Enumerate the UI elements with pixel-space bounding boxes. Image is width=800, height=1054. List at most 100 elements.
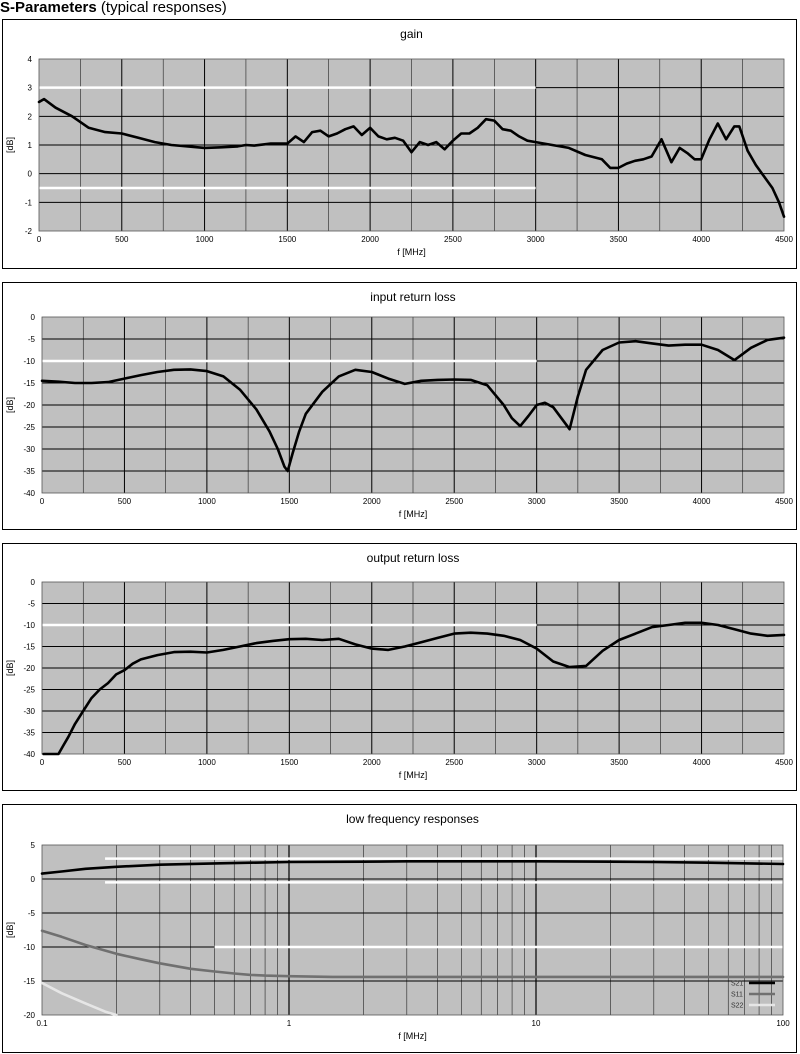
input-return-loss-x-axis-label: f [MHz]	[399, 509, 428, 519]
output-return-loss-x-tick-label: 1500	[280, 758, 298, 767]
gain-x-tick-label: 0	[37, 235, 42, 244]
input-return-loss-x-tick-label: 4500	[775, 497, 793, 506]
low-frequency-responses-x-tick-label: 10	[532, 1019, 541, 1028]
gain-y-axis-label: [dB]	[5, 137, 15, 153]
low-frequency-responses-legend-label-s11: S11	[731, 992, 743, 999]
low-frequency-responses-y-tick-label: 5	[31, 841, 36, 850]
output-return-loss-x-tick-label: 500	[118, 758, 132, 767]
output-return-loss-y-tick-label: -5	[28, 600, 36, 609]
gain-y-tick-label: 1	[28, 141, 33, 150]
output-return-loss-y-tick-label: -15	[23, 643, 35, 652]
low-frequency-responses-series-s22	[40, 981, 118, 1017]
input-return-loss-y-tick-label: -5	[28, 335, 36, 344]
low-frequency-responses-plot-area	[42, 845, 783, 1015]
low-frequency-responses-series-s11	[40, 929, 785, 979]
input-return-loss-x-tick-label: 500	[118, 497, 132, 506]
input-return-loss-y-tick-label: -20	[23, 401, 35, 410]
gain-plot-frame	[38, 58, 785, 232]
output-return-loss-y-tick-label: -35	[23, 729, 35, 738]
gain-y-tick-label: -2	[25, 227, 33, 236]
output-return-loss-y-tick-label: 0	[31, 578, 36, 587]
output-return-loss-x-tick-label: 2000	[363, 758, 381, 767]
gain-y-tick-label: 3	[28, 84, 33, 93]
low-frequency-responses-y-tick-label: -15	[23, 977, 35, 986]
page-heading-bold: S-Parameters	[0, 0, 97, 16]
input-return-loss-x-tick-label: 3500	[610, 497, 628, 506]
gain-title: gain	[400, 27, 423, 41]
low-frequency-responses-chart-panel: low frequency responses -20 -15 -10 -5 0 5 0.1 1…	[2, 804, 797, 1053]
gain-x-tick-label: 4000	[692, 235, 710, 244]
output-return-loss-x-tick-label: 4000	[693, 758, 711, 767]
output-return-loss-x-tick-label: 3500	[610, 758, 628, 767]
low-frequency-responses-legend-label-s22: S22	[731, 1003, 744, 1010]
input-return-loss-y-tick-label: -40	[23, 489, 35, 498]
gain-y-tick-label: 2	[28, 112, 33, 121]
gain-y-tick-label: -1	[25, 198, 33, 207]
output-return-loss-y-tick-label: -20	[23, 664, 35, 673]
output-return-loss-x-axis-label: f [MHz]	[399, 770, 428, 780]
input-return-loss-y-tick-label: -10	[23, 357, 35, 366]
output-return-loss-x-tick-label: 3000	[528, 758, 546, 767]
input-return-loss-x-tick-label: 0	[40, 497, 45, 506]
output-return-loss-y-tick-label: -10	[23, 621, 35, 630]
output-return-loss-x-tick-label: 1000	[198, 758, 216, 767]
input-return-loss-title: input return loss	[370, 290, 455, 304]
output-return-loss-y-axis-label: [dB]	[5, 660, 15, 676]
gain-x-tick-label: 2000	[361, 235, 379, 244]
output-return-loss-x-tick-label: 4500	[775, 758, 793, 767]
input-return-loss-y-tick-label: 0	[31, 313, 36, 322]
input-return-loss-y-tick-label: -30	[23, 445, 35, 454]
gain-x-tick-label: 500	[115, 235, 129, 244]
output-return-loss-plot-frame	[41, 581, 785, 755]
low-frequency-responses-x-tick-label: 100	[776, 1019, 790, 1028]
input-return-loss-y-tick-label: -25	[23, 423, 35, 432]
input-return-loss-y-tick-label: -15	[23, 379, 35, 388]
gain-chart: gain -2 -1 0 1 2 3 4 0 500 1000 1500 2000 2500 3000 350…	[5, 27, 793, 257]
gain-chart-panel: gain -2 -1 0 1 2 3 4 0 500 1000 1500 2000 2500 3000 350…	[2, 19, 797, 269]
page-heading-rest: (typical responses)	[100, 0, 227, 16]
gain-x-tick-label: 4500	[775, 235, 793, 244]
gain-y-tick-label: 0	[28, 170, 33, 179]
input-return-loss-y-axis-label: [dB]	[5, 397, 15, 413]
output-return-loss-series-line	[42, 621, 786, 756]
input-return-loss-x-tick-label: 1500	[280, 497, 298, 506]
output-return-loss-y-tick-label: -25	[23, 686, 35, 695]
output-return-loss-chart: output return loss -40 -35 -30 -25 -20 -15 -10 -…	[5, 551, 793, 780]
output-return-loss-x-tick-label: 0	[40, 758, 45, 767]
gain-x-tick-label: 1500	[278, 235, 296, 244]
page-heading: S-Parameters (typical responses)	[0, 0, 227, 16]
gain-x-tick-label: 1000	[196, 235, 214, 244]
low-frequency-responses-series-s21	[40, 859, 785, 875]
input-return-loss-x-tick-label: 3000	[528, 497, 546, 506]
gain-x-tick-label: 3000	[527, 235, 545, 244]
gain-series-line	[37, 97, 786, 218]
low-frequency-responses-y-axis-label: [dB]	[5, 922, 15, 938]
low-frequency-responses-chart: low frequency responses -20 -15 -10 -5 0 5 0.1 1…	[5, 812, 790, 1041]
output-return-loss-x-tick-label: 2500	[445, 758, 463, 767]
input-return-loss-x-tick-label: 4000	[693, 497, 711, 506]
low-frequency-responses-y-tick-label: -10	[23, 943, 35, 952]
low-frequency-responses-x-axis-label: f [MHz]	[398, 1031, 427, 1041]
output-return-loss-chart-panel: output return loss -40 -35 -30 -25 -20 -15 -10 -…	[2, 543, 797, 791]
output-return-loss-title: output return loss	[367, 551, 460, 565]
input-return-loss-y-tick-label: -35	[23, 467, 35, 476]
input-return-loss-plot-frame	[41, 316, 785, 494]
input-return-loss-x-tick-label: 2000	[363, 497, 381, 506]
low-frequency-responses-y-tick-label: 0	[31, 875, 36, 884]
low-frequency-responses-title: low frequency responses	[346, 812, 479, 826]
low-frequency-responses-x-tick-label: 0.1	[36, 1019, 48, 1028]
low-frequency-responses-y-tick-label: -5	[28, 909, 36, 918]
low-frequency-responses-legend-label-s21: S21	[731, 981, 744, 988]
output-return-loss-y-tick-label: -40	[23, 750, 35, 759]
input-return-loss-chart: input return loss -40 -35 -30 -25 -20 -15 -10 -5…	[5, 290, 793, 519]
low-frequency-responses-y-tick-label: -20	[23, 1011, 35, 1020]
input-return-loss-x-tick-label: 1000	[198, 497, 216, 506]
gain-x-tick-label: 3500	[610, 235, 628, 244]
gain-y-tick-label: 4	[28, 55, 33, 64]
input-return-loss-series-line	[40, 336, 786, 473]
output-return-loss-y-tick-label: -30	[23, 707, 35, 716]
gain-x-axis-label: f [MHz]	[397, 247, 426, 257]
input-return-loss-x-tick-label: 2500	[445, 497, 463, 506]
input-return-loss-chart-panel: input return loss -40 -35 -30 -25 -20 -15 -10 -5…	[2, 282, 797, 530]
gain-x-tick-label: 2500	[444, 235, 462, 244]
